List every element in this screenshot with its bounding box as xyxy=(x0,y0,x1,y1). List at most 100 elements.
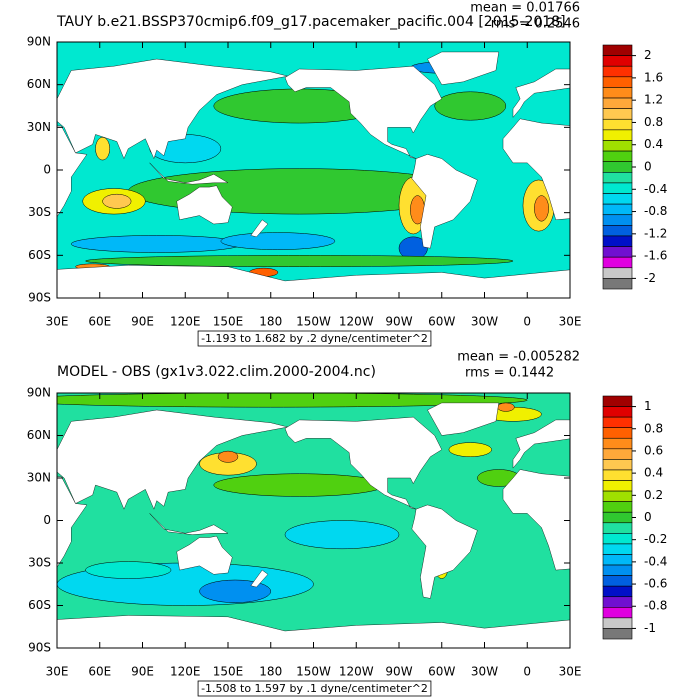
land xyxy=(411,154,478,249)
contour-field xyxy=(57,42,570,298)
colorbar-label: 0 xyxy=(644,510,652,524)
land xyxy=(284,416,443,510)
colorbar: 1 0.8 0.6 0.4 0.2 0 -0.2 -0.4 -0.6 -0.8 -1 xyxy=(602,395,667,640)
colorbar-label: 0.2 xyxy=(644,488,663,502)
field-region xyxy=(85,561,172,579)
field-region xyxy=(284,520,400,550)
mean-stat: mean = 0.01766 xyxy=(470,1,580,16)
land xyxy=(149,513,229,535)
y-tick-label: 90S xyxy=(28,291,51,305)
colorbar-box xyxy=(602,44,633,56)
colorbar-box xyxy=(602,193,633,205)
colorbar-box xyxy=(602,172,633,184)
land xyxy=(250,219,269,238)
x-tick-label: 30E xyxy=(46,315,69,329)
colorbar-label: -1.2 xyxy=(644,226,667,240)
y-tick-label: 30N xyxy=(27,471,51,485)
colorbar-box xyxy=(602,406,633,418)
x-tick-label: 180 xyxy=(259,315,282,329)
contour-field xyxy=(57,393,570,648)
colorbar-label: 0.4 xyxy=(644,137,663,151)
x-tick-label: 60W xyxy=(428,665,455,679)
field-region xyxy=(71,235,243,253)
land xyxy=(250,569,269,588)
x-tick-label: 150E xyxy=(213,665,244,679)
info-label-box xyxy=(197,680,432,697)
y-tick-label: 90N xyxy=(27,386,51,400)
colorbar-label: 1 xyxy=(644,399,652,413)
land xyxy=(512,419,570,469)
colorbar-box xyxy=(602,437,633,450)
y-tick-label: 0 xyxy=(43,513,51,527)
colorbar-box xyxy=(602,469,633,481)
y-tick-label: 60S xyxy=(28,248,51,262)
field-region xyxy=(217,450,239,463)
land xyxy=(176,185,233,225)
colorbar-box xyxy=(602,585,633,598)
y-tick-label: 60S xyxy=(28,598,51,612)
colorbar-box xyxy=(602,140,633,152)
colorbar-label: -2 xyxy=(644,271,656,285)
contour-info-label: -1.193 to 1.682 by .2 dyne/centimeter^2 xyxy=(201,332,428,345)
colorbar-label: 0.6 xyxy=(644,443,663,457)
colorbar-box xyxy=(602,246,633,258)
land xyxy=(284,65,443,159)
land xyxy=(57,615,570,648)
colorbar-box xyxy=(602,256,633,269)
colorbar-label: -0.4 xyxy=(644,554,667,568)
colorbar-box xyxy=(602,235,633,247)
field-region xyxy=(85,255,514,267)
colorbar-box xyxy=(602,480,633,492)
colorbar-box xyxy=(602,108,633,120)
colorbar-box xyxy=(602,225,633,237)
field-region xyxy=(213,473,385,497)
x-tick-label: 120W xyxy=(339,315,374,329)
colorbar-box xyxy=(602,395,633,407)
colorbar-box xyxy=(602,427,633,439)
land xyxy=(502,469,570,571)
colorbar-label: 1.2 xyxy=(644,93,663,107)
field-region xyxy=(199,579,271,603)
field-region xyxy=(220,232,336,250)
colorbar-box xyxy=(602,575,633,587)
land xyxy=(427,51,499,85)
x-tick-label: 30E xyxy=(559,315,582,329)
map-panel: 90N 60N 30N 0 30S 60S 90S 30E 60E 90E 120E 150E 180 1… xyxy=(27,350,667,697)
land xyxy=(411,504,478,599)
colorbar-label: 0 xyxy=(644,160,652,174)
colorbar-box xyxy=(602,596,633,608)
colorbar-box xyxy=(602,490,633,502)
map-title: MODEL - OBS (gx1v3.022.clim.2000-2004.nc… xyxy=(57,364,376,380)
x-tick-label: 90E xyxy=(131,665,154,679)
x-tick-label: 150E xyxy=(213,315,244,329)
x-tick-label: 150W xyxy=(296,315,331,329)
x-tick-label: 180 xyxy=(259,665,282,679)
colorbar-box xyxy=(602,278,633,290)
land xyxy=(512,68,570,118)
info-label-box xyxy=(197,330,432,347)
colorbar-label: -0.8 xyxy=(644,204,667,218)
colorbar-box xyxy=(602,607,633,619)
field-region xyxy=(102,193,132,209)
colorbar-label: 0.8 xyxy=(644,421,663,435)
land xyxy=(149,162,229,185)
colorbar-box xyxy=(602,150,633,162)
colorbar-box xyxy=(602,182,633,194)
colorbar-box xyxy=(602,87,633,99)
field-region xyxy=(57,393,528,408)
colorbar: 2 1.6 1.2 0.8 0.4 0 -0.4 -0.8 -1.2 -1.6 -2 xyxy=(602,44,667,290)
x-tick-label: 0 xyxy=(523,665,531,679)
contour-info-label: -1.508 to 1.597 by .1 dyne/centimeter^2 xyxy=(201,682,428,695)
colorbar-box xyxy=(602,97,633,109)
colorbar-box xyxy=(602,65,633,78)
colorbar-box xyxy=(602,55,633,67)
colorbar-label: 0.8 xyxy=(644,115,663,129)
field-region xyxy=(448,442,492,457)
rms-stat: rms = 0.1442 xyxy=(465,366,554,381)
colorbar-box xyxy=(602,501,633,513)
colorbar-label: -0.6 xyxy=(644,577,667,591)
map-title: TAUY b.e21.BSSP370cmip6.f09_g17.pacemake… xyxy=(56,14,566,30)
colorbar-box xyxy=(602,628,633,640)
colorbar-box xyxy=(602,543,633,555)
